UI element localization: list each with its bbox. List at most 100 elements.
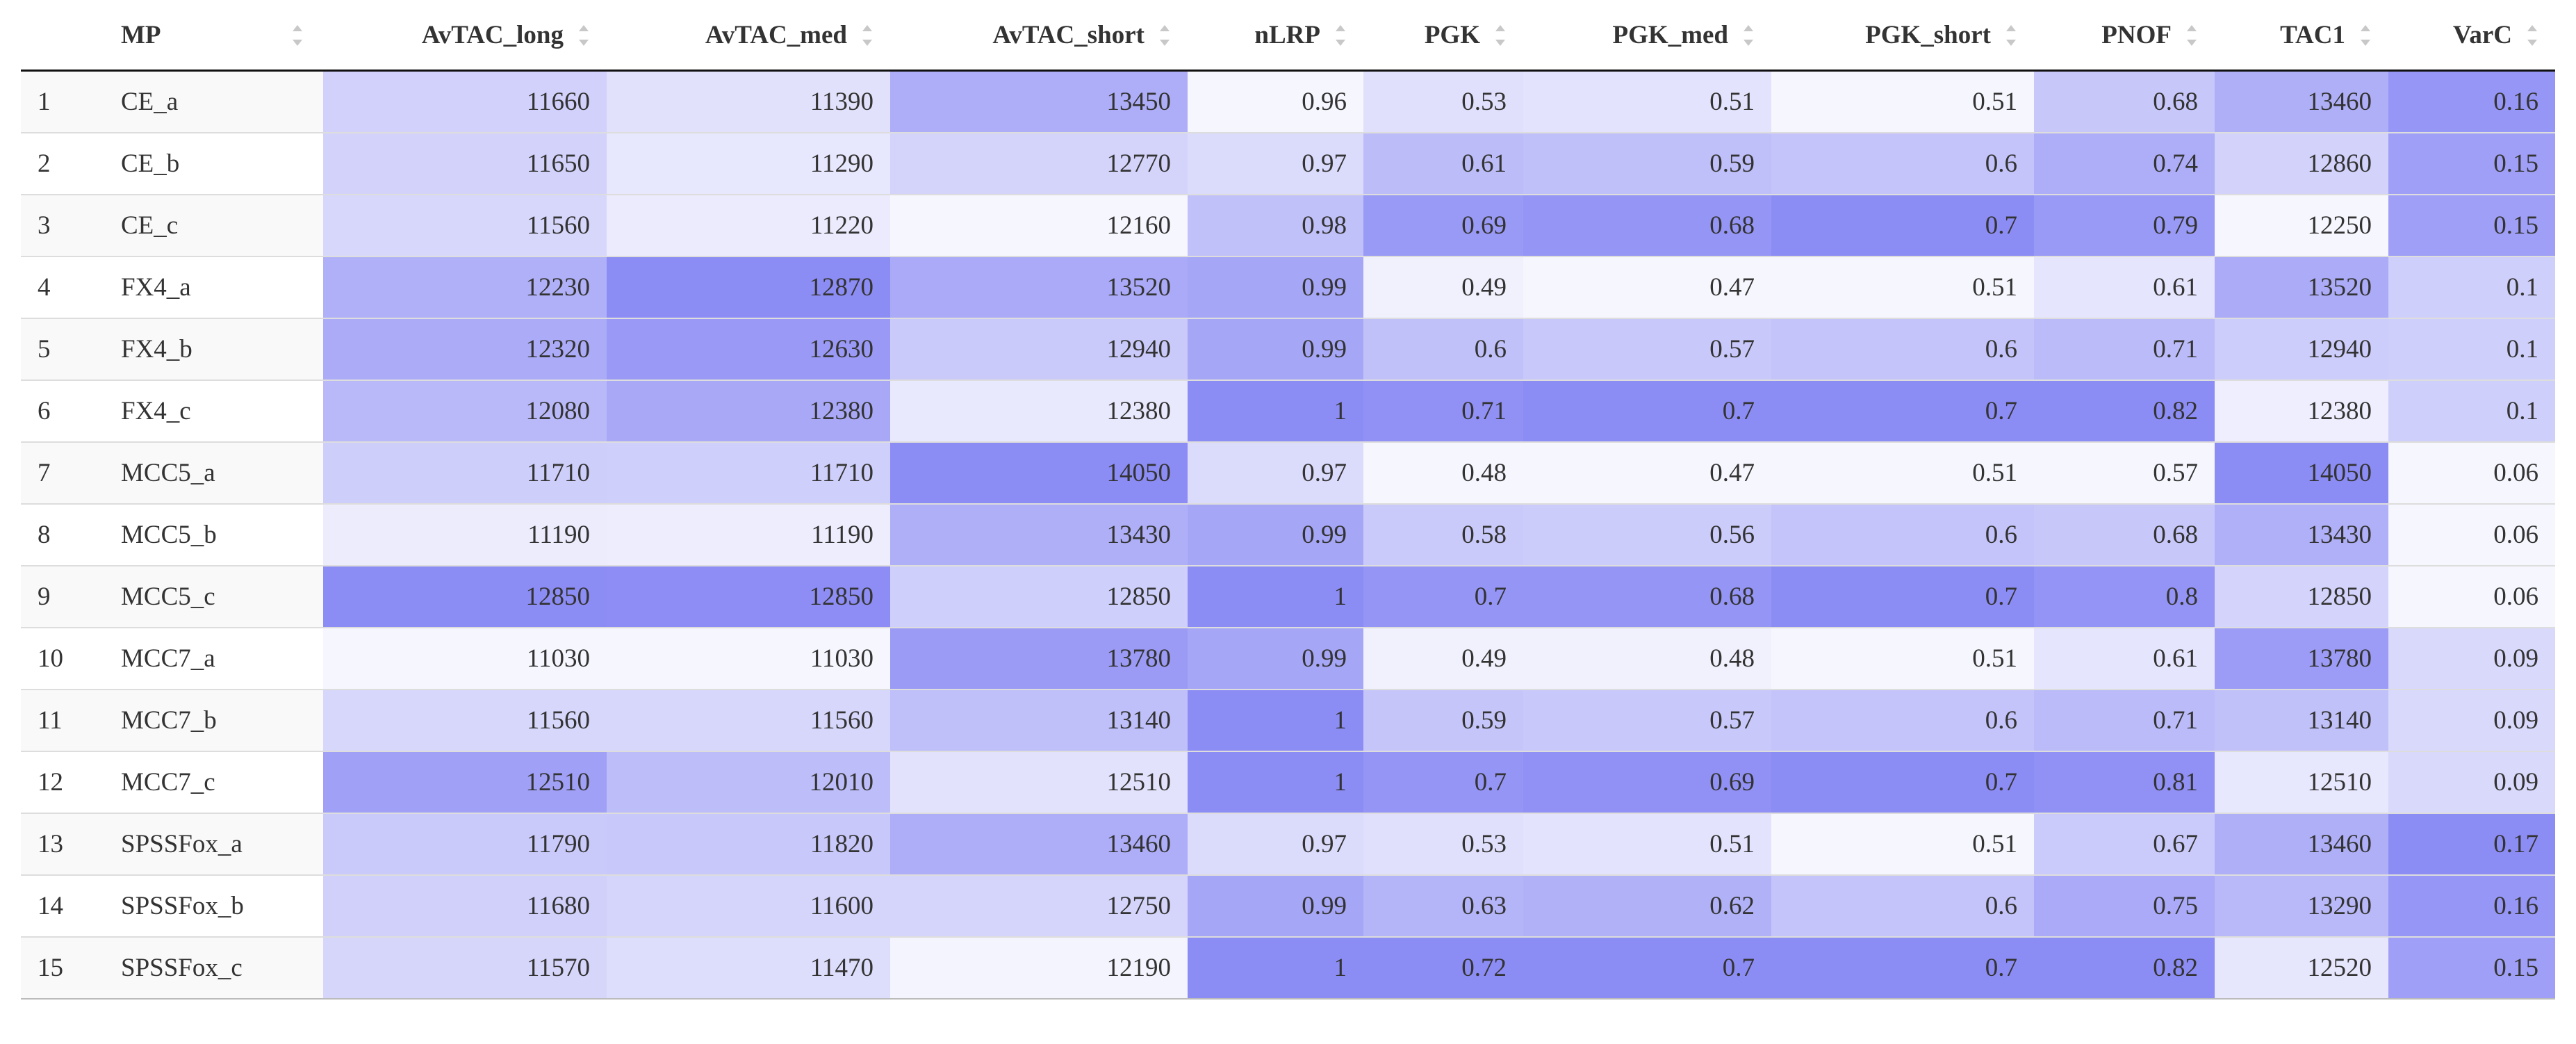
sort-arrows-icon[interactable]	[1160, 25, 1170, 46]
sort-arrows-icon[interactable]	[2187, 25, 2197, 46]
cell-pgk-short: 0.51	[1771, 813, 2034, 875]
cell-mp: CE_b	[104, 132, 323, 195]
sort-arrows-icon[interactable]	[579, 25, 589, 46]
table-row: 13 SPSSFox_a 11790 11820 13460 0.97 0.53 0.51 0.…	[21, 813, 2555, 875]
cell-avtac-short: 12160	[890, 194, 1188, 256]
cell-pgk-short: 0.7	[1771, 380, 2034, 442]
cell-varc: 0.17	[2388, 813, 2555, 875]
header-pgk-med[interactable]: PGK_med	[1523, 0, 1771, 72]
sort-arrows-icon[interactable]	[2006, 25, 2016, 46]
cell-mp: MCC7_c	[104, 751, 323, 813]
cell-tac1: 12860	[2215, 132, 2388, 195]
cell-varc: 0.06	[2388, 503, 2555, 566]
table-row: 7 MCC5_a 11710 11710 14050 0.97 0.48 0.47 0.51 0.…	[21, 441, 2555, 504]
cell-varc: 0.06	[2388, 565, 2555, 628]
cell-pgk: 0.53	[1363, 813, 1523, 875]
header-mp[interactable]: MP	[104, 0, 323, 72]
cell-pnof: 0.79	[2034, 194, 2215, 256]
cell-avtac-long: 11560	[323, 194, 607, 256]
cell-tac1: 13520	[2215, 256, 2388, 318]
cell-nlrp: 0.99	[1188, 503, 1363, 566]
cell-pnof: 0.75	[2034, 874, 2215, 937]
table-row: 11 MCC7_b 11560 11560 13140 1 0.59 0.57 0.6 0.71 1…	[21, 689, 2555, 751]
sort-arrows-icon[interactable]	[2361, 25, 2370, 46]
cell-avtac-med: 11190	[607, 503, 890, 566]
cell-nlrp: 0.99	[1188, 318, 1363, 380]
header-varc[interactable]: VarC	[2388, 0, 2555, 72]
cell-pgk-med: 0.68	[1523, 194, 1771, 256]
header-nlrp-label: nLRP	[1254, 20, 1320, 49]
header-avtac-short[interactable]: AvTAC_short	[890, 0, 1188, 72]
cell-pgk-med: 0.59	[1523, 132, 1771, 195]
cell-avtac-long: 11710	[323, 441, 607, 504]
cell-avtac-long: 11190	[323, 503, 607, 566]
cell-index: 9	[21, 565, 104, 628]
cell-pgk-med: 0.57	[1523, 318, 1771, 380]
cell-mp: SPSSFox_c	[104, 936, 323, 1000]
cell-nlrp: 0.96	[1188, 70, 1363, 133]
cell-pnof: 0.61	[2034, 256, 2215, 318]
sort-arrows-icon[interactable]	[1495, 25, 1505, 46]
cell-nlrp: 0.97	[1188, 132, 1363, 195]
sort-arrows-icon[interactable]	[2527, 25, 2537, 46]
header-avtac-long[interactable]: AvTAC_long	[323, 0, 607, 72]
header-avtac-med[interactable]: AvTAC_med	[607, 0, 890, 72]
header-pgk-label: PGK	[1424, 20, 1480, 49]
cell-avtac-med: 11030	[607, 627, 890, 690]
cell-avtac-short: 13520	[890, 256, 1188, 318]
sort-arrows-icon[interactable]	[293, 25, 302, 46]
cell-avtac-long: 11660	[323, 70, 607, 133]
cell-mp: CE_a	[104, 70, 323, 133]
cell-varc: 0.09	[2388, 689, 2555, 751]
header-tac1[interactable]: TAC1	[2215, 0, 2388, 72]
cell-avtac-short: 12940	[890, 318, 1188, 380]
header-nlrp[interactable]: nLRP	[1188, 0, 1363, 72]
cell-mp: SPSSFox_b	[104, 874, 323, 937]
header-tac1-label: TAC1	[2280, 20, 2345, 49]
table-header-row: MP AvTAC_long AvTAC_med AvTAC_short nLRP	[21, 0, 2555, 72]
cell-pgk-med: 0.62	[1523, 874, 1771, 937]
cell-varc: 0.15	[2388, 936, 2555, 1000]
cell-index: 1	[21, 70, 104, 133]
cell-pgk: 0.49	[1363, 256, 1523, 318]
cell-pgk-short: 0.6	[1771, 689, 2034, 751]
cell-pgk: 0.7	[1363, 751, 1523, 813]
header-pgk-short[interactable]: PGK_short	[1771, 0, 2034, 72]
cell-avtac-med: 11290	[607, 132, 890, 195]
cell-varc: 0.06	[2388, 441, 2555, 504]
sort-arrows-icon[interactable]	[1744, 25, 1753, 46]
cell-pgk: 0.58	[1363, 503, 1523, 566]
cell-avtac-short: 12190	[890, 936, 1188, 1000]
header-avtac-short-label: AvTAC_short	[992, 20, 1145, 49]
cell-pgk-med: 0.47	[1523, 441, 1771, 504]
cell-avtac-med: 11470	[607, 936, 890, 1000]
cell-pgk-short: 0.51	[1771, 70, 2034, 133]
cell-avtac-short: 12750	[890, 874, 1188, 937]
header-avtac-med-label: AvTAC_med	[705, 20, 847, 49]
cell-varc: 0.15	[2388, 194, 2555, 256]
cell-pgk-med: 0.51	[1523, 70, 1771, 133]
cell-avtac-med: 12630	[607, 318, 890, 380]
cell-tac1: 12510	[2215, 751, 2388, 813]
cell-nlrp: 0.99	[1188, 874, 1363, 937]
header-pgk[interactable]: PGK	[1363, 0, 1523, 72]
cell-tac1: 14050	[2215, 441, 2388, 504]
cell-pnof: 0.61	[2034, 627, 2215, 690]
cell-pgk-med: 0.48	[1523, 627, 1771, 690]
cell-index: 10	[21, 627, 104, 690]
cell-pnof: 0.68	[2034, 503, 2215, 566]
header-mp-label: MP	[121, 20, 161, 49]
cell-pgk-short: 0.7	[1771, 751, 2034, 813]
sort-arrows-icon[interactable]	[1336, 25, 1345, 46]
sort-arrows-icon[interactable]	[862, 25, 872, 46]
cell-avtac-short: 13430	[890, 503, 1188, 566]
data-table: MP AvTAC_long AvTAC_med AvTAC_short nLRP	[21, 0, 2555, 1000]
table-row: 1 CE_a 11660 11390 13450 0.96 0.53 0.51 0.51 0.68…	[21, 70, 2555, 133]
table-body: 1 CE_a 11660 11390 13450 0.96 0.53 0.51 0.51 0.68…	[21, 70, 2555, 1000]
cell-pgk-med: 0.68	[1523, 565, 1771, 628]
cell-mp: MCC5_a	[104, 441, 323, 504]
cell-avtac-short: 13460	[890, 813, 1188, 875]
cell-tac1: 12250	[2215, 194, 2388, 256]
header-pnof[interactable]: PNOF	[2034, 0, 2215, 72]
cell-avtac-med: 12850	[607, 565, 890, 628]
